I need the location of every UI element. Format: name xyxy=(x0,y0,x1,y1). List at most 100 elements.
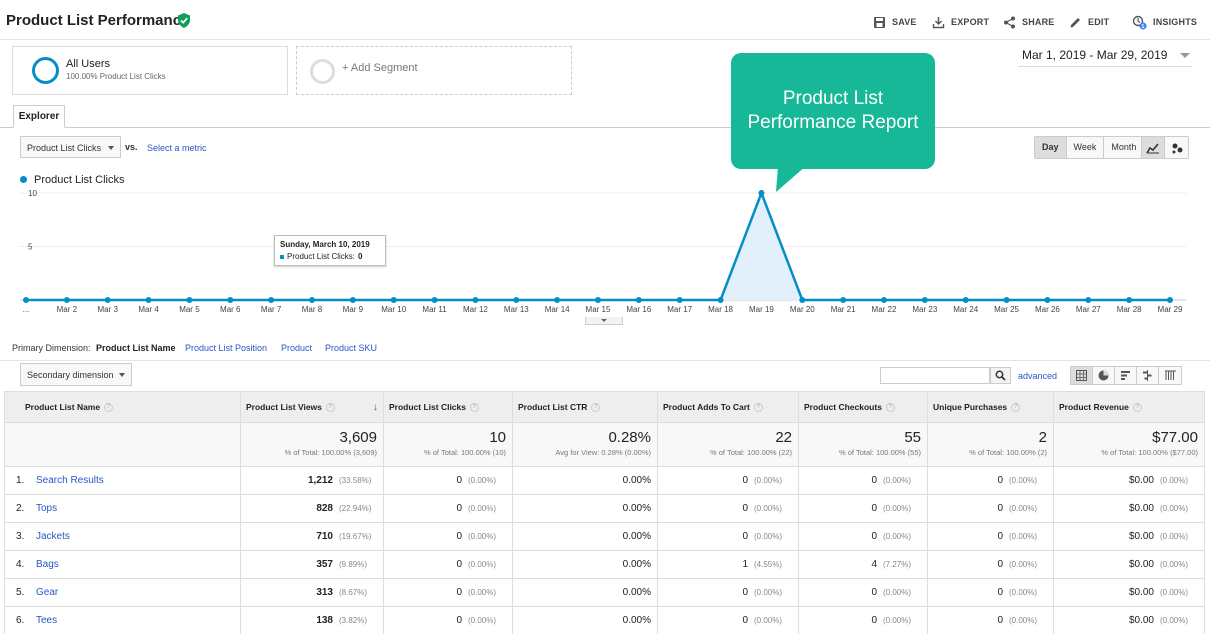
row-name-link[interactable]: Bags xyxy=(36,559,59,570)
col-product-list-ctr[interactable]: Product List CTR? xyxy=(512,391,658,423)
col-product-list-views[interactable]: Product List Views? ↓ xyxy=(240,391,384,423)
data-point xyxy=(1167,297,1173,303)
table-search-input[interactable] xyxy=(880,367,990,384)
col-product-list-name[interactable]: Product List Name? xyxy=(4,391,241,423)
data-point xyxy=(799,297,806,303)
help-icon[interactable]: ? xyxy=(470,403,479,413)
cell-percent: (0.00%) xyxy=(1160,476,1189,485)
row-name-cell: 3. Jackets xyxy=(4,522,241,551)
revenue-cell: $0.00 (0.00%) xyxy=(1053,578,1205,607)
total-value: 22 xyxy=(775,429,792,446)
dimension-product[interactable]: Product xyxy=(281,343,313,353)
col-unique-purchases[interactable]: Unique Purchases? xyxy=(927,391,1054,423)
cell-percent: (0.00%) xyxy=(754,616,783,625)
y-tick-label: 10 xyxy=(28,189,37,198)
help-icon[interactable]: ? xyxy=(1132,403,1142,413)
data-table-view-button[interactable] xyxy=(1071,367,1093,384)
metric-select[interactable]: Product List Clicks xyxy=(20,136,121,158)
secondary-dimension-select[interactable]: Secondary dimension xyxy=(20,363,132,386)
share-button[interactable]: SHARE xyxy=(1003,14,1055,30)
x-tick-label: Mar 24 xyxy=(953,305,978,314)
cell-value: 0.00% xyxy=(622,503,651,514)
comparison-view-button[interactable] xyxy=(1137,367,1159,384)
row-name-link[interactable]: Jackets xyxy=(36,531,70,542)
period-week-button[interactable]: Week xyxy=(1066,137,1105,158)
col-product-adds-to-cart[interactable]: Product Adds To Cart? xyxy=(657,391,799,423)
cell-value: 0 xyxy=(742,475,748,486)
sort-desc-icon[interactable]: ↓ xyxy=(373,401,378,413)
add-segment-button[interactable]: + Add Segment xyxy=(296,46,572,95)
period-day-button[interactable]: Day xyxy=(1035,137,1067,158)
callout-line-1: Product List xyxy=(782,88,884,109)
col-label: Product List Clicks xyxy=(389,401,466,412)
row-name-link[interactable]: Tees xyxy=(36,615,58,626)
row-name-cell: 5. Gear xyxy=(4,578,241,607)
views-cell: 828 (22.94%) xyxy=(240,494,384,523)
help-icon[interactable]: ? xyxy=(591,403,601,413)
data-point xyxy=(758,190,765,196)
dimension-product-sku[interactable]: Product SKU xyxy=(325,343,378,353)
motion-chart-button[interactable] xyxy=(1165,137,1188,158)
x-tick-label: Mar 27 xyxy=(1076,305,1101,314)
pivot-view-button[interactable] xyxy=(1159,367,1181,384)
cell-percent: (0.00%) xyxy=(754,476,783,485)
data-point xyxy=(635,297,642,303)
advanced-filter-link[interactable]: advanced xyxy=(1018,371,1058,381)
dimension-product-list-position[interactable]: Product List Position xyxy=(185,343,268,353)
period-month-button[interactable]: Month xyxy=(1104,137,1144,158)
chart-resize-handle[interactable] xyxy=(585,317,623,325)
help-icon[interactable]: ? xyxy=(1011,403,1021,413)
row-index: 2. xyxy=(16,503,25,514)
purchases-cell: 0 (0.00%) xyxy=(927,606,1054,634)
line-chart-button[interactable] xyxy=(1142,137,1165,158)
cell-percent: (0.00%) xyxy=(468,504,497,513)
total-value: 55 xyxy=(904,429,921,446)
edit-button[interactable]: EDIT xyxy=(1069,14,1109,30)
checkouts-cell: 0 (0.00%) xyxy=(798,578,928,607)
date-range-underline xyxy=(1018,66,1192,67)
total-cell: 10 % of Total: 100.00% (10) xyxy=(383,422,513,467)
performance-view-button[interactable] xyxy=(1115,367,1137,384)
date-range-picker[interactable]: Mar 1, 2019 - Mar 29, 2019 xyxy=(1022,48,1168,62)
save-label: SAVE xyxy=(892,17,917,27)
export-button[interactable]: EXPORT xyxy=(932,14,989,30)
help-icon[interactable]: ? xyxy=(753,403,763,413)
purchases-cell: 0 (0.00%) xyxy=(927,522,1054,551)
col-label: Product Adds To Cart xyxy=(663,401,750,412)
data-point xyxy=(1003,297,1010,303)
adds-cell: 0 (0.00%) xyxy=(657,522,799,551)
chevron-down-icon[interactable] xyxy=(1180,53,1190,58)
row-name-link[interactable]: Gear xyxy=(36,587,59,598)
tab-explorer[interactable]: Explorer xyxy=(13,105,65,128)
verified-badge-icon xyxy=(178,13,190,28)
pie-view-button[interactable] xyxy=(1093,367,1115,384)
col-label: Product Checkouts xyxy=(804,401,882,412)
cell-value: 0 xyxy=(456,559,462,570)
save-button[interactable]: SAVE xyxy=(873,14,917,30)
clicks-cell: 0 (0.00%) xyxy=(383,466,513,495)
total-value: 3,609 xyxy=(339,429,377,446)
col-product-list-clicks[interactable]: Product List Clicks? xyxy=(383,391,513,423)
segment-placeholder-icon xyxy=(310,59,335,84)
x-tick-label: Mar 19 xyxy=(749,305,774,314)
x-tick-label: Mar 14 xyxy=(545,305,570,314)
views-cell: 357 (9.89%) xyxy=(240,550,384,579)
cell-value: 0 xyxy=(742,531,748,542)
checkouts-cell: 0 (0.00%) xyxy=(798,494,928,523)
insights-button[interactable]: 1 INSIGHTS xyxy=(1132,14,1197,30)
chevron-down-icon xyxy=(108,146,114,150)
row-name-link[interactable]: Search Results xyxy=(36,475,104,486)
row-name-link[interactable]: Tops xyxy=(36,503,58,514)
segment-all-users[interactable]: All Users 100.00% Product List Clicks xyxy=(12,46,288,95)
col-product-revenue[interactable]: Product Revenue? xyxy=(1053,391,1205,423)
cell-value: 710 xyxy=(316,531,333,542)
search-button[interactable] xyxy=(990,367,1011,384)
cell-percent: (0.00%) xyxy=(468,532,497,541)
data-point xyxy=(921,297,928,303)
cell-value: $0.00 xyxy=(1128,559,1154,570)
col-product-checkouts[interactable]: Product Checkouts? xyxy=(798,391,928,423)
help-icon[interactable]: ? xyxy=(325,402,335,412)
help-icon[interactable]: ? xyxy=(104,403,114,413)
select-metric-link[interactable]: Select a metric xyxy=(147,143,207,153)
help-icon[interactable]: ? xyxy=(885,403,895,413)
